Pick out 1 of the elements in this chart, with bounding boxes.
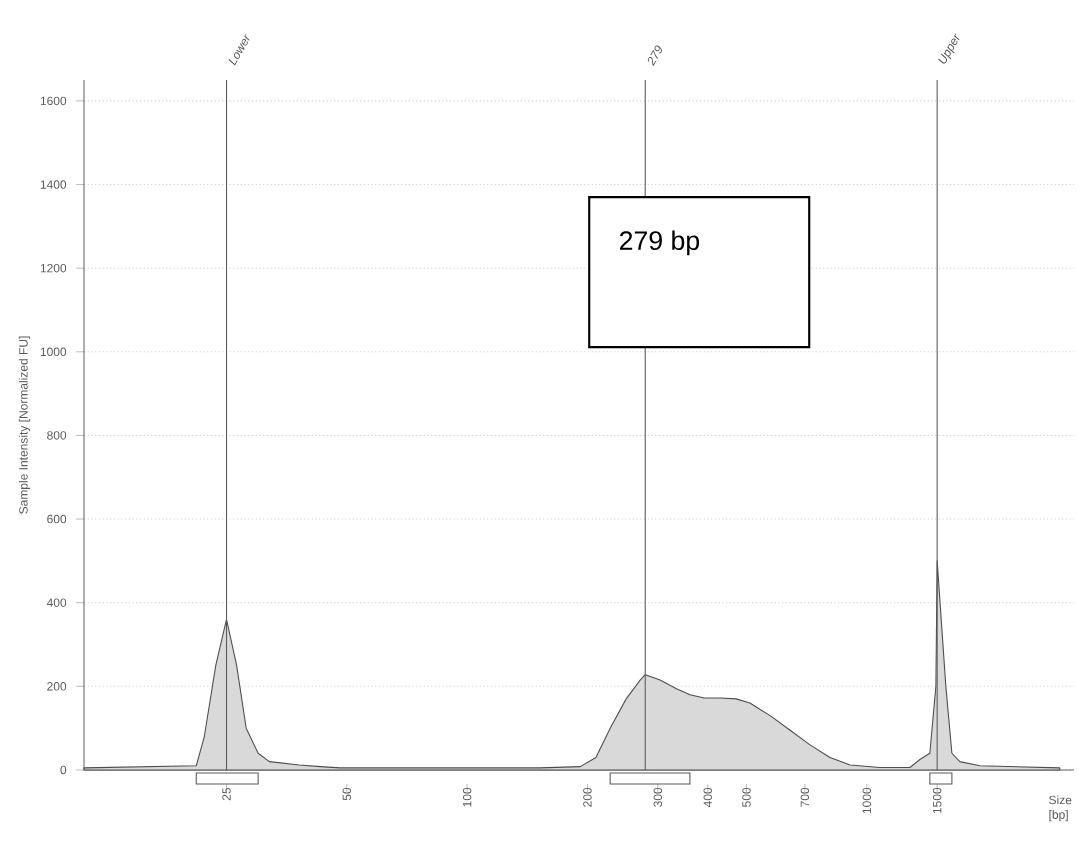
annotation: 279 bp (619, 230, 700, 256)
